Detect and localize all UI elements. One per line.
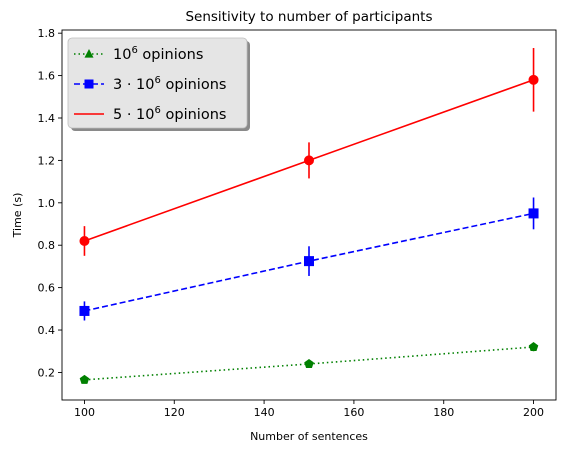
chart-title: Sensitivity to number of participants [185, 9, 432, 25]
x-tick-label: 140 [254, 406, 275, 419]
y-tick-label: 0.6 [38, 282, 56, 295]
y-tick-label: 1.4 [38, 112, 56, 125]
legend-marker [84, 79, 94, 89]
data-point [79, 235, 90, 246]
legend-entry: 106 opinions [74, 45, 203, 63]
data-point [528, 208, 539, 219]
x-tick-label: 100 [74, 406, 95, 419]
x-axis-label: Number of sentences [250, 430, 368, 443]
x-tick-label: 160 [343, 406, 364, 419]
x-tick-label: 120 [164, 406, 185, 419]
data-point [79, 305, 90, 316]
y-tick-label: 1.0 [38, 197, 56, 210]
series-2 [79, 197, 539, 321]
y-tick-label: 0.8 [38, 239, 56, 252]
data-point [79, 374, 90, 384]
y-axis-label: Time (s) [11, 193, 24, 239]
legend-marker [84, 49, 94, 58]
series-3 [79, 48, 539, 256]
data-point [304, 155, 314, 166]
y-tick-label: 0.4 [38, 324, 56, 337]
legend-box [67, 37, 248, 129]
y-tick-label: 1.8 [38, 27, 56, 40]
y-tick-label: 1.2 [38, 154, 56, 167]
legend-entry: 5 · 106 opinions [74, 105, 226, 123]
x-tick-label: 200 [523, 406, 544, 419]
data-point [304, 256, 314, 267]
y-tick-label: 1.6 [38, 70, 56, 83]
y-tick-label: 0.2 [38, 366, 56, 379]
legend-label: 3 · 106 opinions [113, 75, 226, 93]
plot-frame [61, 29, 557, 401]
legend-label: 5 · 106 opinions [113, 105, 226, 123]
data-point [528, 341, 539, 352]
x-tick-label: 180 [433, 406, 454, 419]
data-point [528, 74, 539, 85]
legend-entry: 3 · 106 opinions [74, 75, 226, 93]
axes: 100 120 140 160 180 200 0.2 0.4 0.6 0.8 1.0 1.2 1.4 1… [38, 27, 557, 419]
data-point [304, 358, 314, 368]
plot-area [79, 48, 539, 384]
legend-label: 106 opinions [113, 45, 203, 63]
series-1 [79, 341, 539, 384]
legend: 106 opinions 3 · 106 opinions 5 · 106 opin… [67, 37, 250, 131]
